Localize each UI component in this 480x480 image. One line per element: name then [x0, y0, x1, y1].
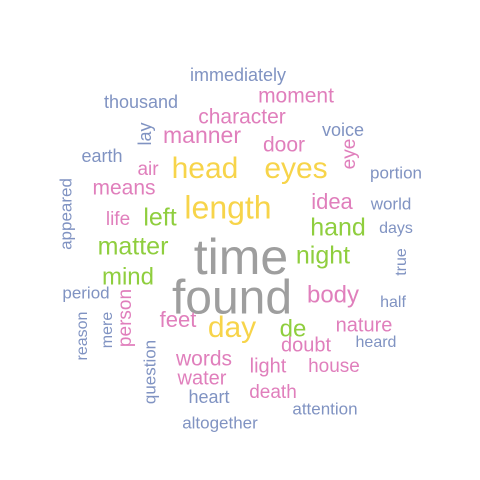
word-eye: eye [339, 139, 360, 170]
word-heard: heard [356, 334, 397, 351]
word-length: length [184, 189, 271, 225]
word-air: air [137, 159, 159, 180]
word-moment: moment [258, 85, 334, 108]
word-life: life [106, 209, 130, 230]
word-thousand: thousand [104, 92, 178, 112]
word-feet: feet [160, 307, 197, 332]
word-de: de [280, 315, 307, 342]
word-person: person [115, 289, 136, 347]
word-manner: manner [163, 122, 241, 148]
word-portion: portion [370, 163, 422, 182]
word-days: days [379, 220, 413, 237]
word-world: world [370, 194, 412, 213]
word-half: half [380, 294, 406, 311]
word-character: character [198, 106, 286, 129]
word-idea: idea [311, 189, 353, 214]
word-found: found [172, 272, 292, 325]
word-body: body [307, 281, 359, 308]
word-doubt: doubt [281, 334, 331, 356]
word-night: night [296, 242, 350, 270]
word-voice: voice [322, 120, 364, 140]
word-door: door [263, 134, 305, 157]
word-words: words [175, 348, 232, 371]
word-true: true [393, 248, 410, 276]
word-death: death [249, 382, 297, 403]
word-period: period [62, 283, 109, 302]
word-time: time [194, 229, 288, 285]
word-head: head [172, 152, 239, 185]
word-earth: earth [81, 146, 122, 166]
word-heart: heart [188, 387, 229, 407]
word-matter: matter [98, 233, 169, 261]
word-hand: hand [310, 214, 366, 242]
word-question: question [140, 340, 159, 404]
word-mere: mere [99, 312, 116, 349]
word-light: light [250, 355, 287, 377]
word-left: left [143, 204, 176, 232]
word-water: water [177, 367, 227, 389]
word-lay: lay [135, 122, 155, 145]
word-immediately: immediately [190, 65, 286, 85]
word-day: day [208, 311, 256, 344]
word-house: house [308, 356, 360, 377]
word-altogether: altogether [182, 413, 258, 432]
word-eyes: eyes [264, 152, 327, 185]
word-nature: nature [336, 314, 393, 336]
word-attention: attention [292, 399, 357, 418]
word-means: means [92, 177, 155, 200]
word-appeared: appeared [56, 178, 75, 250]
word-reason: reason [74, 312, 91, 361]
word-mind: mind [102, 263, 154, 290]
